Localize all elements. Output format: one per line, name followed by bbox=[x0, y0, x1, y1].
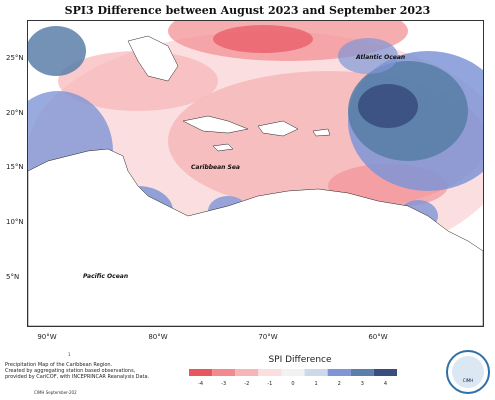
legend-swatch bbox=[235, 369, 259, 376]
lat-label-10n: 10°N bbox=[6, 218, 24, 226]
footnote-line-3: provided by CariCOF, with INCEPRINCAR Re… bbox=[5, 374, 150, 380]
lat-label-25n: 25°N bbox=[6, 54, 24, 62]
caribbean-sea-label: Caribbean Sea bbox=[191, 164, 240, 171]
legend-tick-label: -1 bbox=[267, 381, 272, 387]
atlantic-ocean-label: Atlantic Ocean bbox=[355, 54, 405, 61]
florida bbox=[127, 35, 179, 82]
cimh-logo: CIMH bbox=[446, 350, 490, 394]
footnote: Precipitation Map of the Caribbean Regio… bbox=[5, 362, 165, 380]
legend-tick-label: 2 bbox=[338, 381, 341, 387]
field-deep-red-north bbox=[213, 25, 313, 53]
map-title: SPI3 Difference between August 2023 and … bbox=[64, 4, 431, 17]
pacific-ocean-label: Pacific Ocean bbox=[83, 273, 128, 280]
spi-map: Atlantic Ocean Caribbean Sea Pacific Oce… bbox=[28, 21, 483, 326]
legend-swatches bbox=[189, 369, 397, 376]
credit-text: CIMH September-202 bbox=[34, 390, 77, 395]
legend-title: SPI Difference bbox=[268, 355, 332, 365]
legend-ticks: -4 -3 -2 -1 0 1 2 3 4 bbox=[198, 381, 387, 387]
central-south-america bbox=[28, 148, 483, 326]
field-blue-northwest bbox=[28, 26, 86, 76]
land-masses bbox=[28, 35, 483, 326]
field-blue-north-atlantic bbox=[338, 38, 398, 74]
legend-tick-label: 1 bbox=[315, 381, 318, 387]
lat-label-20n: 20°N bbox=[6, 109, 24, 117]
puerto-rico bbox=[312, 128, 331, 137]
footnote-line-1: Precipitation Map of the Caribbean Regio… bbox=[5, 362, 113, 368]
legend-swatch bbox=[373, 369, 397, 376]
legend-swatch bbox=[212, 369, 236, 376]
lon-label-90w: 90°W bbox=[37, 333, 57, 341]
legend-swatch bbox=[304, 369, 328, 376]
field-dark-blue-atlantic bbox=[358, 84, 418, 128]
legend-swatch bbox=[258, 369, 282, 376]
legend-swatch bbox=[327, 369, 351, 376]
lon-label-60w: 60°W bbox=[368, 333, 388, 341]
logo-text: CIMH bbox=[462, 378, 474, 383]
legend-tick-label: -4 bbox=[198, 381, 203, 387]
hispaniola bbox=[257, 120, 299, 137]
legend-swatch bbox=[350, 369, 374, 376]
legend-tick-label: 4 bbox=[384, 381, 387, 387]
lon-label-80w: 80°W bbox=[148, 333, 168, 341]
jamaica bbox=[212, 143, 234, 152]
map-frame: Atlantic Ocean Caribbean Sea Pacific Oce… bbox=[27, 20, 484, 327]
legend-tick-label: 0 bbox=[291, 381, 294, 387]
footnote-marker: 1 bbox=[68, 352, 71, 357]
lat-label-5n: 5°N bbox=[6, 273, 20, 281]
legend-tick-label: -2 bbox=[244, 381, 249, 387]
legend-colorbar: -4 -3 -2 -1 0 1 2 3 4 bbox=[189, 369, 397, 387]
legend-swatch bbox=[281, 369, 305, 376]
lat-label-15n: 15°N bbox=[6, 163, 24, 171]
legend-swatch bbox=[189, 369, 213, 376]
cuba bbox=[182, 115, 249, 134]
lon-label-70w: 70°W bbox=[258, 333, 278, 341]
logo-inner bbox=[452, 356, 484, 388]
footnote-line-2: Created by aggregating station based obs… bbox=[5, 368, 136, 374]
legend-tick-label: 3 bbox=[361, 381, 364, 387]
legend-tick-label: -3 bbox=[221, 381, 226, 387]
